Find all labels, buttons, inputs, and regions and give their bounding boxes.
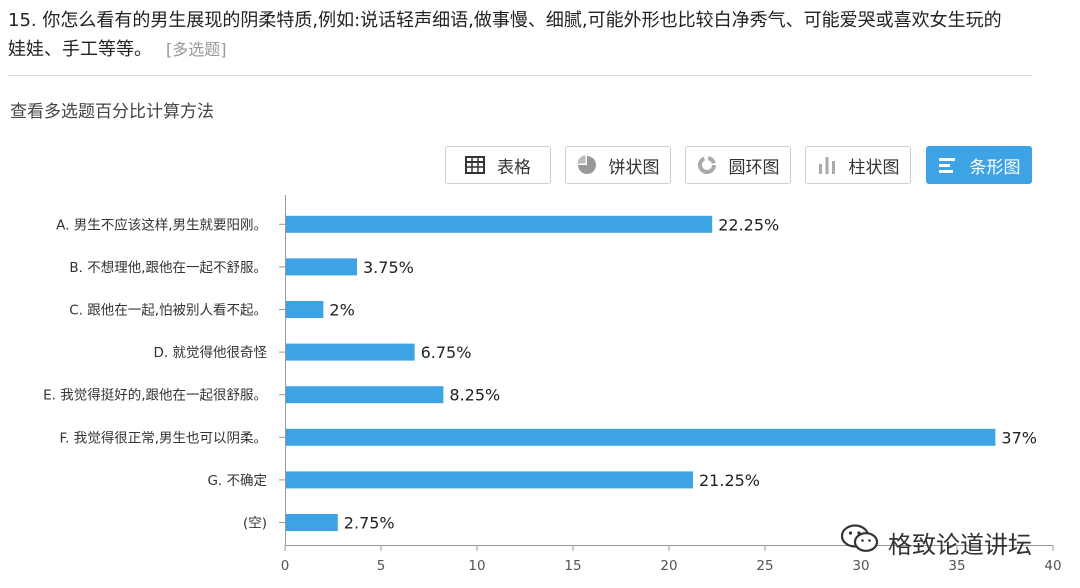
percent-method-link[interactable]: 查看多选题百分比计算方法 bbox=[10, 102, 214, 122]
category-label: C. 跟他在一起,怕被别人看不起。 bbox=[69, 303, 267, 319]
donut-chart-button-label: 圆环图 bbox=[728, 157, 780, 178]
x-tick-label: 40 bbox=[1044, 558, 1061, 574]
watermark-text: 格致论道讲坛 bbox=[888, 530, 1032, 559]
category-label: (空) bbox=[243, 516, 267, 532]
divider bbox=[8, 75, 1032, 76]
bar bbox=[286, 301, 324, 318]
bar bbox=[286, 428, 996, 446]
bar-value-label: 22.25% bbox=[718, 215, 779, 234]
pie-chart-button[interactable]: 饼状图 bbox=[565, 146, 671, 184]
pie-chart-button-label: 饼状图 bbox=[608, 157, 660, 178]
table-icon bbox=[465, 156, 485, 174]
bar bbox=[286, 343, 415, 361]
bar-value-label: 3.75% bbox=[363, 258, 414, 277]
donut-chart-icon bbox=[697, 155, 717, 175]
x-tick-label: 25 bbox=[756, 558, 773, 574]
category-label: A. 男生不应该这样,男生就要阳刚。 bbox=[56, 216, 267, 233]
table-button[interactable]: 表格 bbox=[445, 146, 551, 184]
pie-chart-icon bbox=[577, 155, 597, 175]
donut-chart-button[interactable]: 圆环图 bbox=[685, 146, 791, 184]
bar bbox=[286, 514, 338, 531]
wechat-icon bbox=[840, 523, 880, 561]
x-tick-label: 0 bbox=[281, 558, 290, 574]
x-tick-label: 5 bbox=[377, 558, 386, 574]
bar bbox=[286, 258, 357, 276]
bar-chart-icon bbox=[938, 155, 958, 175]
table-button-label: 表格 bbox=[497, 157, 531, 178]
category-label: F. 我觉得很正常,男生也可以阴柔。 bbox=[60, 429, 267, 446]
question-title: 15. 你怎么看有的男生展现的阴柔特质,例如:说话轻声细语,做事慢、细腻,可能外… bbox=[8, 6, 1008, 64]
x-tick-label: 35 bbox=[948, 558, 965, 574]
watermark: 格致论道讲坛 bbox=[840, 524, 1032, 560]
bar-value-label: 21.25% bbox=[699, 471, 760, 490]
bar-value-label: 37% bbox=[1001, 428, 1037, 447]
bar-chart-button-label: 条形图 bbox=[969, 157, 1021, 178]
bar-value-label: 2.75% bbox=[344, 514, 395, 533]
bar bbox=[286, 386, 444, 404]
category-label: B. 不想理他,跟他在一起不舒服。 bbox=[69, 260, 267, 276]
column-chart-button[interactable]: 柱状图 bbox=[805, 146, 911, 184]
category-label: E. 我觉得挺好的,跟他在一起很舒服。 bbox=[43, 387, 267, 404]
x-tick-label: 10 bbox=[468, 558, 485, 574]
question-text: 15. 你怎么看有的男生展现的阴柔特质,例如:说话轻声细语,做事慢、细腻,可能外… bbox=[8, 10, 1002, 60]
horizontal-bar-chart: A. 男生不应该这样,男生就要阳刚。 22.25% B. 不想理他,跟他在一起不舒服… bbox=[43, 195, 1062, 574]
bar-chart-button[interactable]: 条形图 bbox=[926, 146, 1032, 184]
bar bbox=[286, 471, 693, 489]
category-label: G. 不确定 bbox=[207, 473, 267, 489]
category-label: D. 就觉得他很奇怪 bbox=[154, 344, 268, 361]
column-chart-button-label: 柱状图 bbox=[848, 157, 900, 178]
bar-value-label: 6.75% bbox=[421, 343, 472, 362]
bar-value-label: 2% bbox=[329, 301, 354, 320]
x-tick-label: 20 bbox=[660, 558, 677, 574]
multi-select-tag: [多选题] bbox=[166, 40, 227, 59]
bar-value-label: 8.25% bbox=[449, 386, 500, 405]
bar bbox=[286, 215, 713, 233]
column-chart-icon bbox=[817, 155, 837, 175]
x-tick-label: 30 bbox=[852, 558, 869, 574]
x-tick-label: 15 bbox=[564, 558, 581, 574]
